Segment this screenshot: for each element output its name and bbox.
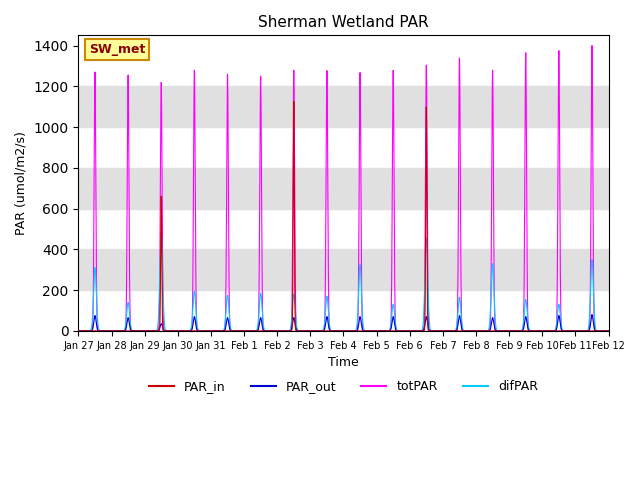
Y-axis label: PAR (umol/m2/s): PAR (umol/m2/s) (15, 131, 28, 235)
Bar (79, 249, 609, 290)
Title: Sherman Wetland PAR: Sherman Wetland PAR (258, 15, 429, 30)
X-axis label: Time: Time (328, 356, 359, 369)
Bar (79, 86, 609, 127)
Text: SW_met: SW_met (89, 43, 145, 56)
Bar (79, 168, 609, 209)
Legend: PAR_in, PAR_out, totPAR, difPAR: PAR_in, PAR_out, totPAR, difPAR (144, 375, 543, 398)
